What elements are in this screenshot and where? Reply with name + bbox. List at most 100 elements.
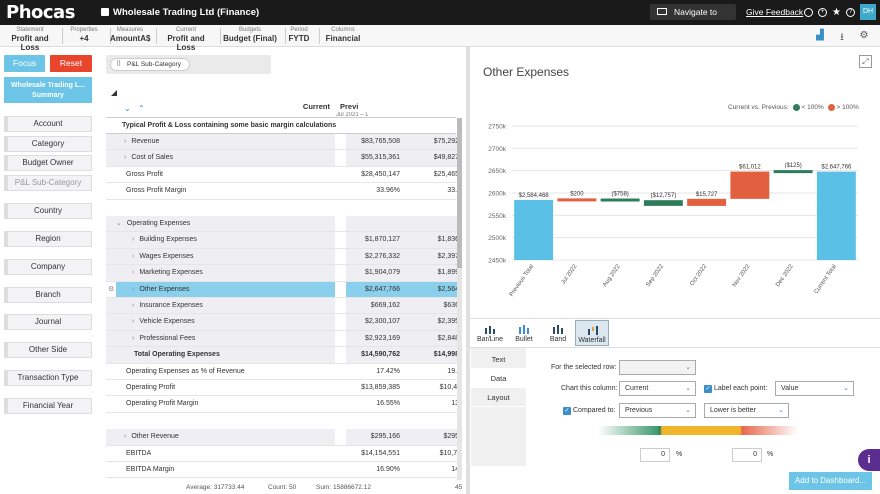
crumb-budgets[interactable]: Budgets Budget (Final)	[221, 27, 286, 44]
focus-button[interactable]: Focus	[4, 55, 45, 72]
summary-button[interactable]: Wholesale Trading L... Summary	[4, 77, 92, 103]
tab-text[interactable]: Text	[471, 350, 526, 369]
dimension-pl-sub-category[interactable]: P&L Sub-Category	[4, 175, 92, 191]
info-button[interactable]: i	[858, 449, 880, 471]
chevron-right-icon[interactable]: ›	[132, 269, 135, 277]
scrollbar-thumb[interactable]	[457, 118, 462, 268]
chart-type-band[interactable]: Band	[541, 320, 575, 346]
chevron-right-icon[interactable]: ›	[124, 433, 127, 441]
row-settings-icon[interactable]: ⚙	[108, 285, 115, 293]
compared-checkbox[interactable]: ✓	[563, 407, 571, 415]
expand-icon[interactable]: ⤢	[859, 55, 872, 68]
dimension-transaction-type[interactable]: Transaction Type	[4, 370, 92, 386]
give-feedback-link[interactable]: Give Feedback	[746, 7, 804, 17]
threshold-low-input[interactable]: 0	[640, 448, 670, 462]
dimension-category[interactable]: Category	[4, 136, 92, 152]
avatar[interactable]: DH	[860, 4, 876, 20]
dimension-journal[interactable]: Journal	[4, 314, 92, 330]
chevron-right-icon[interactable]: ›	[132, 334, 135, 342]
chevron-right-icon[interactable]: ›	[124, 138, 127, 145]
help-icon[interactable]: ?	[846, 8, 855, 17]
dimension-financial-year[interactable]: Financial Year	[4, 398, 92, 414]
label-each-select[interactable]: Value ⌄	[775, 381, 854, 396]
chart-column-select[interactable]: Current ⌄	[619, 381, 696, 396]
expand-all-icon[interactable]: ⌄	[124, 104, 131, 113]
table-row[interactable]: › Marketing Expenses $1,904,079 $1,899,	[106, 265, 462, 282]
crumb-statement[interactable]: Statement Profit and Loss	[4, 27, 63, 52]
column-header-previous[interactable]: Previ	[340, 102, 359, 111]
selected-row-select[interactable]: ⌄	[619, 360, 696, 375]
dimension-branch[interactable]: Branch	[4, 287, 92, 303]
table-row[interactable]: › Insurance Expenses $669,162 $636,	[106, 298, 462, 315]
navigate-to-button[interactable]: Navigate to	[650, 4, 736, 20]
table-row[interactable]: EBITDA Margin 16.90% 14.	[106, 462, 462, 479]
pl-sub-category-chip[interactable]: P&L Sub-Category	[110, 58, 190, 71]
chevron-right-icon[interactable]: ›	[132, 302, 135, 309]
threshold-gradient[interactable]	[598, 426, 798, 435]
threshold-high-input[interactable]: 0	[732, 448, 762, 462]
table-row[interactable]: Total Operating Expenses $14,590,762 $14,9…	[106, 347, 462, 364]
database-name[interactable]: Wholesale Trading Ltd (Finance)	[113, 7, 260, 18]
column-header-current[interactable]: Current	[302, 102, 330, 111]
table-row[interactable]: EBITDA $14,154,551 $10,76	[106, 445, 462, 462]
label-each-checkbox[interactable]: ✓	[704, 385, 712, 393]
chevron-down-icon[interactable]: ⌄	[116, 220, 122, 227]
table-row[interactable]: Gross Profit Margin 33.96% 33.8	[106, 183, 462, 200]
add-to-dashboard-button[interactable]: Add to Dashboard...	[789, 472, 872, 490]
chevron-right-icon[interactable]: ›	[124, 154, 127, 162]
compared-value: Previous	[625, 407, 653, 414]
crumb-current[interactable]: Current Profit and Loss	[158, 27, 221, 52]
dimension-region[interactable]: Region	[4, 231, 92, 247]
table-row[interactable]: Operating Expenses as % of Revenue 17.42%…	[106, 363, 462, 380]
lower-better-select[interactable]: Lower is better ⌄	[704, 403, 789, 418]
cell-current: $1,870,127	[364, 236, 400, 244]
chart-toggle-icon[interactable]: ▟	[816, 30, 824, 41]
collapse-all-icon[interactable]: ⌃	[138, 104, 145, 113]
tab-layout[interactable]: Layout	[471, 388, 526, 407]
table-scrollbar[interactable]	[457, 118, 462, 480]
chart-type-bar-line[interactable]: Bar/Line	[473, 320, 507, 346]
table-row[interactable]	[106, 200, 462, 216]
dimension-company[interactable]: Company	[4, 259, 92, 275]
table-row[interactable]: › Cost of Sales $55,315,361 $49,827,	[106, 150, 462, 167]
star-icon[interactable]: ★	[832, 7, 841, 18]
chart-type-bullet[interactable]: Bullet	[507, 320, 541, 346]
sort-triangle-icon[interactable]	[111, 90, 117, 96]
table-row[interactable]: › Vehicle Expenses $2,300,107 $2,395,	[106, 314, 462, 331]
table-row[interactable]: ⌄ Operating Expenses	[106, 216, 462, 233]
gear-icon[interactable]: ⚙	[859, 30, 869, 41]
download-icon[interactable]: ⭳	[840, 32, 844, 43]
table-row[interactable]: Gross Profit $28,450,147 $25,465,	[106, 166, 462, 184]
table-row[interactable]: Operating Profit Margin 16.55% 13.	[106, 396, 462, 413]
settings-circle-icon[interactable]	[804, 8, 813, 17]
add-icon[interactable]: +	[818, 8, 827, 17]
chevron-right-icon[interactable]: ›	[132, 236, 135, 244]
dimension-other-side[interactable]: Other Side	[4, 342, 92, 358]
chevron-right-icon[interactable]: ›	[132, 318, 135, 326]
chevron-down-icon: ⌄	[685, 385, 691, 392]
table-row[interactable]: › Professional Fees $2,923,169 $2,848,	[106, 330, 462, 348]
y-tick-label: 2750k	[488, 124, 506, 131]
table-row[interactable]: › Building Expenses $1,870,127 $1,836,	[106, 232, 462, 249]
chevron-right-icon[interactable]: ›	[132, 252, 135, 260]
chevron-right-icon[interactable]: ›	[132, 285, 135, 293]
phocas-logo[interactable]: Phocas	[6, 2, 75, 23]
table-row[interactable]: Operating Profit $13,859,385 $10,46	[106, 380, 462, 397]
table-row[interactable]: › Wages Expenses $2,276,332 $2,397,	[106, 248, 462, 266]
crumb-columns[interactable]: Columns Financial	[325, 27, 361, 43]
table-row[interactable]: › Other Expenses ⚙ $2,647,766 $2,564,	[106, 281, 462, 298]
crumb-period[interactable]: Period FYTD	[285, 27, 320, 44]
chart-type-waterfall[interactable]: Waterfall	[575, 320, 609, 346]
table-row[interactable]	[106, 413, 462, 429]
table-row[interactable]: › Other Revenue $295,166 $295,	[106, 429, 462, 446]
compared-select[interactable]: Previous ⌄	[619, 403, 696, 418]
dimension-country[interactable]: Country	[4, 203, 92, 219]
reset-button[interactable]: Reset	[50, 55, 92, 72]
crumb-measures[interactable]: Measures AmountA$	[110, 27, 157, 44]
table-row[interactable]: › Revenue $83,765,508 $75,292,	[106, 134, 462, 151]
tab-data[interactable]: Data	[471, 369, 526, 388]
panel-divider[interactable]	[466, 47, 470, 494]
dimension-account[interactable]: Account	[4, 116, 92, 132]
dimension-budget-owner[interactable]: Budget Owner	[4, 155, 92, 171]
crumb-properties[interactable]: Properties +4	[64, 27, 111, 44]
